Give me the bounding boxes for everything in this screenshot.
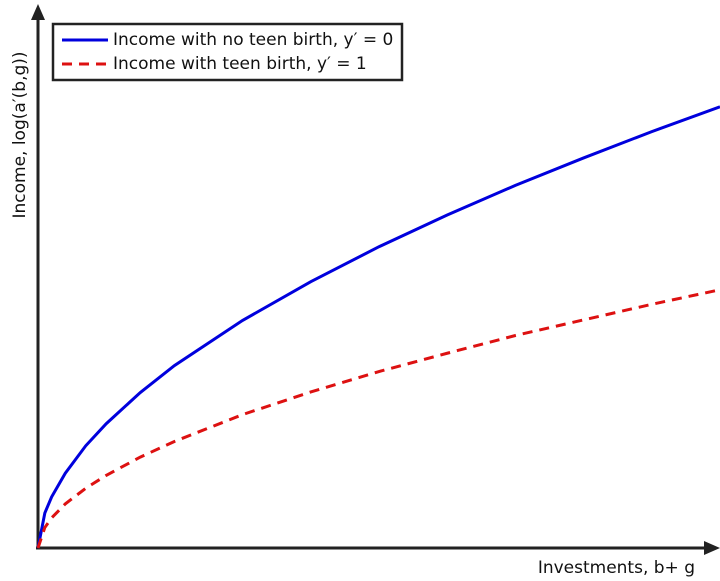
- series-line: [36, 105, 720, 549]
- y-axis-label: Income, log(a′(b,g)): [10, 51, 30, 218]
- plot-area: [36, 105, 720, 549]
- x-axis-label: Investments, b+ g: [538, 558, 695, 578]
- legend-label: Income with no teen birth, y′ = 0: [113, 30, 393, 50]
- y-axis-arrow: [31, 4, 45, 20]
- series-line: [36, 288, 720, 549]
- x-axis-arrow: [704, 541, 720, 555]
- legend-label: Income with teen birth, y′ = 1: [113, 54, 367, 74]
- legend: [51, 22, 404, 82]
